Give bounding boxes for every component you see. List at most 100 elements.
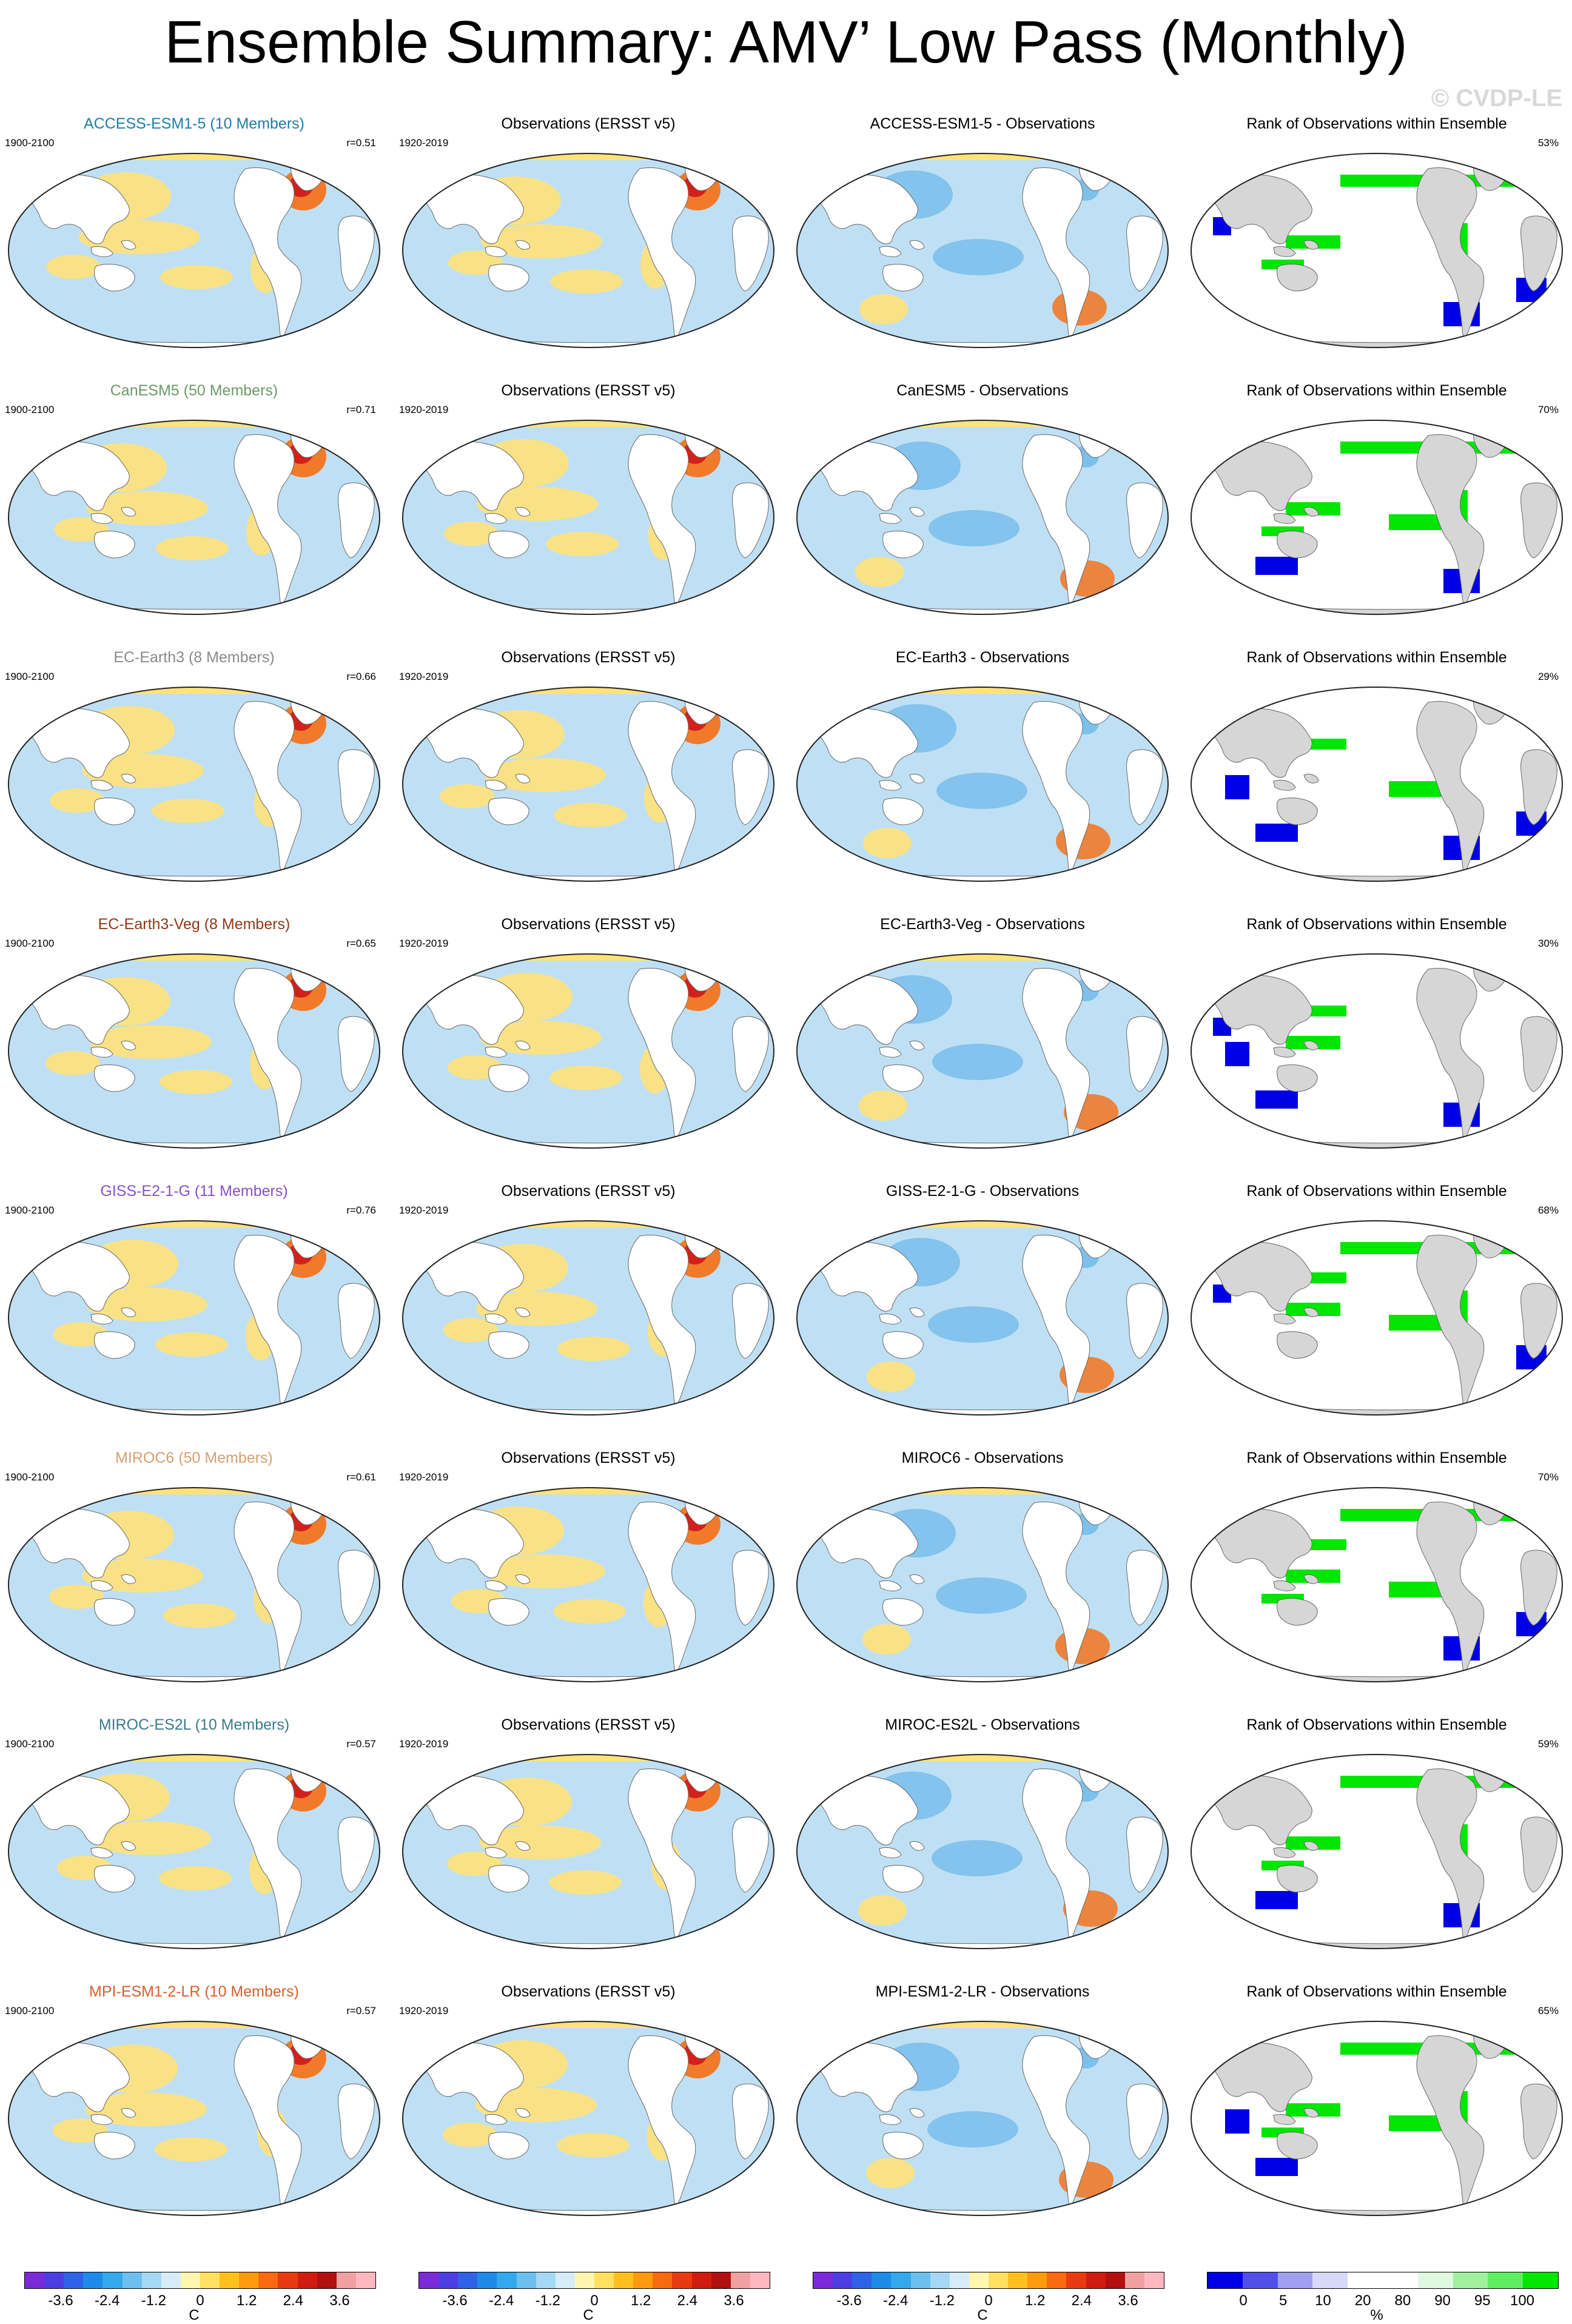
colorbar-segment xyxy=(1488,2272,1523,2288)
land-africa xyxy=(732,1016,769,1092)
panel-title: MIROC-ES2L (10 Members) xyxy=(98,1716,290,1733)
anomaly-region xyxy=(936,1577,1027,1614)
colorbar-segment xyxy=(988,2272,1009,2288)
map-diff xyxy=(796,1754,1169,1949)
land-australia xyxy=(882,531,924,559)
colorbar-model: -3.6 -2.4 -1.2 0 1.2 2.4 3.6 C xyxy=(0,2272,388,2323)
colorbar-tick: 95 xyxy=(1474,2292,1491,2309)
years-label: 1920-2019 xyxy=(399,137,449,149)
panel-title: Observations (ERSST v5) xyxy=(501,1183,676,1200)
land-africa xyxy=(1520,2083,1557,2160)
land-maritime xyxy=(879,773,925,791)
land-americas xyxy=(1022,1768,1090,1941)
anomaly-region xyxy=(866,2158,915,2188)
map-obs xyxy=(402,1754,774,1949)
panel-diff: GISS-E2-1-G - Observations xyxy=(788,1155,1177,1422)
land-maritime xyxy=(879,1307,925,1325)
anomaly-region xyxy=(443,2123,497,2147)
map-border xyxy=(796,953,1169,1149)
correlation-label: r=0.71 xyxy=(346,404,376,415)
land-maritime xyxy=(90,506,136,524)
anomaly-region xyxy=(481,224,602,258)
colorbar-segment xyxy=(477,2272,497,2288)
land-africa xyxy=(732,482,769,559)
colorbar-strip xyxy=(24,2272,376,2289)
land-africa xyxy=(338,1816,375,1893)
land-australia xyxy=(882,1064,924,1092)
map-border xyxy=(796,2021,1169,2216)
map-model xyxy=(8,420,380,615)
colorbar-segment xyxy=(1208,2272,1243,2288)
panel-model: MPI-ESM1-2-LR (10 Members) 1900-2100 r=0.5… xyxy=(0,1955,388,2222)
land-americas xyxy=(628,434,696,607)
map-border xyxy=(402,1754,774,1949)
panel-rank: Rank of Observations within Ensemble 59% xyxy=(1183,1688,1571,1955)
panel-title: Observations (ERSST v5) xyxy=(501,1449,676,1466)
colorbar-tick: -3.6 xyxy=(442,2292,468,2309)
colorbar-segment xyxy=(239,2272,259,2288)
anomaly-region xyxy=(477,487,598,521)
land-africa xyxy=(1520,1283,1557,1359)
land-australia xyxy=(882,798,924,825)
rank-percent-label: 53% xyxy=(1537,137,1559,149)
anomaly-region xyxy=(440,784,494,808)
colorbar-segment xyxy=(180,2272,200,2288)
row: EC-Earth3-Veg (8 Members) 1900-2100 r=0.65… xyxy=(0,888,1572,1155)
land-maritime xyxy=(485,773,531,791)
anomaly-region xyxy=(549,1870,622,1895)
colorbar-segment xyxy=(574,2272,594,2288)
anomaly-region xyxy=(90,1821,211,1855)
map-border xyxy=(1191,153,1563,348)
land-australia xyxy=(1277,1064,1318,1092)
anomaly-region xyxy=(859,294,908,324)
panel-rank: Rank of Observations within Ensemble 29% xyxy=(1183,621,1571,888)
anomaly-region xyxy=(932,1044,1023,1080)
years-label: 1920-2019 xyxy=(399,1471,449,1483)
map-obs xyxy=(402,1487,774,1682)
land-africa xyxy=(1520,1016,1557,1092)
land-maritime xyxy=(485,1040,531,1058)
panel-title: Observations (ERSST v5) xyxy=(501,1983,676,2000)
colorbar-segment xyxy=(969,2272,989,2288)
panel-diff: EC-Earth3 - Observations xyxy=(788,621,1177,888)
colorbar-unit: C xyxy=(583,2307,594,2323)
land-americas xyxy=(1022,1502,1090,1674)
map-border xyxy=(8,687,380,882)
colorbar-segment xyxy=(1027,2272,1047,2288)
anomaly-region xyxy=(862,1624,911,1654)
colorbar-tick: 3.6 xyxy=(724,2292,744,2309)
map-border xyxy=(1191,1487,1563,1682)
land-australia xyxy=(94,1865,135,1893)
map-model xyxy=(8,953,380,1149)
land-maritime xyxy=(90,1574,136,1591)
panel-title: ACCESS-ESM1-5 (10 Members) xyxy=(84,115,304,132)
row: EC-Earth3 (8 Members) 1900-2100 r=0.66 Obse… xyxy=(0,621,1572,888)
colorbar-segment xyxy=(83,2272,103,2288)
colorbar-segment xyxy=(750,2272,770,2288)
panel-title: Rank of Observations within Ensemble xyxy=(1246,1449,1507,1466)
map-border xyxy=(8,2021,380,2216)
map-rank xyxy=(1191,953,1563,1149)
land-americas xyxy=(233,1235,302,1408)
rank-low-region xyxy=(1255,2158,1298,2176)
colorbar-segment xyxy=(102,2272,123,2288)
panel-title: EC-Earth3 - Observations xyxy=(895,649,1070,666)
anomaly-region xyxy=(549,1066,622,1090)
colorbar-tick: 3.6 xyxy=(1118,2292,1138,2309)
land-maritime xyxy=(485,2107,531,2125)
panel-rank: Rank of Observations within Ensemble 53% xyxy=(1183,87,1571,354)
land-australia xyxy=(94,1598,135,1626)
land-africa xyxy=(1126,482,1163,559)
anomaly-region xyxy=(928,1306,1019,1343)
colorbar-segment xyxy=(336,2272,356,2288)
map-border xyxy=(796,687,1169,882)
years-label: 1920-2019 xyxy=(399,671,449,682)
anomaly-region xyxy=(859,1090,907,1121)
colorbar-tick: -3.6 xyxy=(836,2292,862,2309)
anomaly-region xyxy=(53,2118,107,2143)
land-africa xyxy=(1126,749,1163,825)
colorbar-segment xyxy=(25,2272,45,2288)
anomaly-region xyxy=(156,536,229,560)
land-maritime xyxy=(90,240,136,257)
panel-obs: Observations (ERSST v5) 1920-2019 xyxy=(394,888,782,1155)
